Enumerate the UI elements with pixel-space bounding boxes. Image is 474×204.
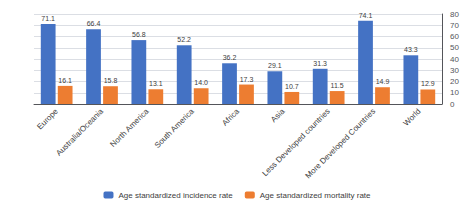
svg-text:50: 50 (450, 43, 459, 52)
svg-text:16.1: 16.1 (58, 77, 72, 84)
svg-text:13.1: 13.1 (149, 80, 163, 87)
svg-text:Africa: Africa (220, 106, 241, 127)
svg-text:31.3: 31.3 (313, 60, 327, 67)
svg-text:Europe: Europe (35, 106, 60, 131)
svg-text:71.1: 71.1 (41, 15, 55, 22)
svg-text:36.2: 36.2 (223, 54, 237, 61)
svg-text:74.1: 74.1 (359, 12, 373, 19)
svg-text:40: 40 (450, 55, 459, 64)
svg-text:12.9: 12.9 (421, 80, 435, 87)
svg-text:52.2: 52.2 (177, 36, 191, 43)
svg-text:11.5: 11.5 (331, 82, 344, 89)
svg-text:20: 20 (450, 77, 459, 86)
svg-text:Australia/Oceania: Australia/Oceania (54, 106, 105, 157)
svg-text:60: 60 (450, 32, 459, 41)
svg-text:66.4: 66.4 (87, 20, 101, 27)
svg-text:80: 80 (450, 10, 459, 19)
svg-text:More Developed Countries: More Developed Countries (304, 107, 378, 181)
svg-text:0: 0 (450, 100, 455, 109)
svg-text:Age standardized mortality rat: Age standardized mortality rate (260, 191, 371, 200)
svg-text:Asia: Asia (269, 106, 287, 124)
svg-text:29.1: 29.1 (268, 62, 282, 69)
svg-text:17.3: 17.3 (240, 76, 254, 83)
svg-text:70: 70 (450, 21, 459, 30)
svg-text:15.8: 15.8 (104, 77, 118, 84)
svg-text:43.3: 43.3 (404, 46, 418, 53)
svg-text:56.8: 56.8 (132, 31, 146, 38)
svg-text:10.7: 10.7 (285, 83, 299, 90)
svg-text:South America: South America (153, 106, 196, 149)
svg-text:World: World (402, 107, 423, 128)
svg-text:10: 10 (450, 88, 459, 97)
svg-text:Less Developed countries: Less Developed countries (260, 106, 332, 179)
svg-text:Age standardized incidence rat: Age standardized incidence rate (118, 191, 233, 200)
svg-text:30: 30 (450, 66, 459, 75)
svg-text:North America: North America (108, 106, 151, 149)
svg-text:14.0: 14.0 (194, 79, 208, 86)
svg-text:14.9: 14.9 (376, 78, 390, 85)
